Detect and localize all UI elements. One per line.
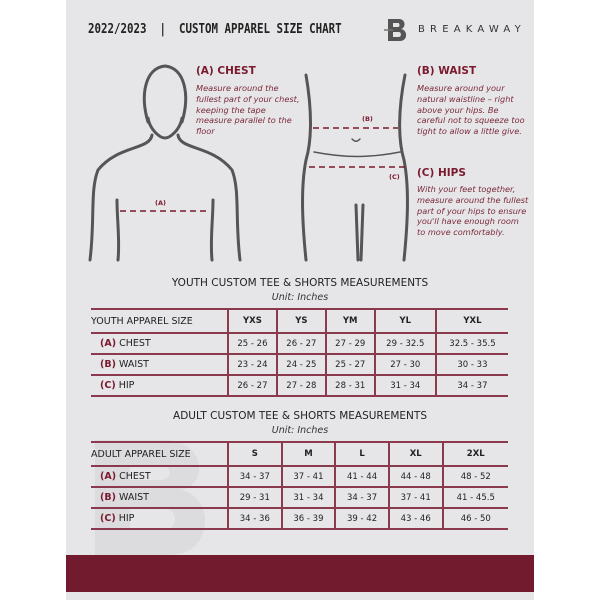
row-name: WAIST	[118, 492, 149, 503]
header-cell: M	[280, 441, 336, 467]
header-cell: YM	[324, 308, 375, 334]
row-label: (C) HIP	[91, 508, 228, 530]
row-name: CHEST	[119, 471, 151, 482]
waist-description: Measure around your natural waistline – …	[417, 83, 525, 137]
row-key: (A)	[100, 338, 117, 349]
row-name: HIP	[118, 513, 135, 524]
cell: 25 - 26	[227, 333, 277, 355]
cell: 37 - 41	[387, 487, 443, 509]
row-name: WAIST	[118, 359, 149, 370]
cell: 34 - 36	[227, 508, 282, 530]
cell: 36 - 39	[280, 508, 336, 530]
table-row: (C) HIP 34 - 36 36 - 39 39 - 42 43 - 46 46 - …	[91, 508, 508, 530]
row-label: (A) CHEST	[91, 466, 228, 488]
waist-heading: (B) WAIST	[417, 65, 477, 77]
row-key: (C)	[100, 380, 116, 391]
header-cell: YXS	[227, 308, 277, 334]
header-cell: 2XL	[441, 441, 508, 467]
hips-marker: (C)	[389, 173, 400, 181]
brand-name: BREAKAWAY	[418, 24, 526, 35]
adult-size-table: ADULT APPAREL SIZE S M L XL 2XL (A) CHEST 34 -…	[91, 441, 508, 530]
table-row: (B) WAIST 29 - 31 31 - 34 34 - 37 37 - 41 41 …	[91, 487, 508, 509]
hips-description: With your feet together, measure around …	[417, 184, 529, 238]
table-header-row: YOUTH APPAREL SIZE YXS YS YM YL YXL	[91, 308, 508, 334]
youth-size-table: YOUTH APPAREL SIZE YXS YS YM YL YXL (A) CHEST…	[91, 308, 508, 397]
row-key: (A)	[100, 471, 117, 482]
hips-heading: (C) HIPS	[417, 167, 466, 179]
upper-body-outline	[88, 64, 242, 262]
table-header-row: ADULT APPAREL SIZE S M L XL 2XL	[91, 441, 508, 467]
header-cell: L	[334, 441, 389, 467]
page-title: 2022/2023 | CUSTOM APPAREL SIZE CHART	[88, 21, 342, 37]
cell: 34 - 37	[227, 466, 282, 488]
cell: 27 - 29	[324, 333, 375, 355]
cell: 39 - 42	[334, 508, 389, 530]
body-figures	[88, 64, 409, 262]
youth-unit: Unit: Inches	[271, 292, 329, 303]
cell: 43 - 46	[387, 508, 443, 530]
row-label: (C) HIP	[91, 375, 228, 397]
lower-body-outline	[301, 73, 409, 262]
cell: 30 - 33	[434, 354, 508, 376]
cell: 24 - 25	[275, 354, 326, 376]
cell: 32.5 - 35.5	[434, 333, 508, 355]
table-row: (A) CHEST 34 - 37 37 - 41 41 - 44 44 - 48 48 …	[91, 466, 508, 488]
cell: 46 - 50	[441, 508, 508, 530]
cell: 41 - 44	[334, 466, 389, 488]
header-cell: YXL	[434, 308, 508, 334]
row-label: (A) CHEST	[91, 333, 228, 355]
table-row: (B) WAIST 23 - 24 24 - 25 25 - 27 27 - 30 30 …	[91, 354, 508, 376]
cell: 26 - 27	[227, 375, 277, 397]
table-row: (C) HIP 26 - 27 27 - 28 28 - 31 31 - 34 34 - …	[91, 375, 508, 397]
cell: 41 - 45.5	[441, 487, 508, 509]
row-key: (B)	[100, 359, 116, 370]
brand-logo-icon	[384, 19, 407, 41]
row-label: (B) WAIST	[91, 354, 228, 376]
chest-description: Measure around the fullest part of your …	[196, 83, 300, 137]
row-label: (B) WAIST	[91, 487, 228, 509]
cell: 34 - 37	[334, 487, 389, 509]
header-cell: YS	[275, 308, 326, 334]
cell: 27 - 28	[275, 375, 326, 397]
waist-marker: (B)	[362, 115, 373, 123]
row-name: CHEST	[119, 338, 151, 349]
cell: 48 - 52	[441, 466, 508, 488]
row-name: HIP	[118, 380, 135, 391]
cell: 37 - 41	[280, 466, 336, 488]
cell: 23 - 24	[227, 354, 277, 376]
cell: 29 - 32.5	[373, 333, 436, 355]
header-cell: YOUTH APPAREL SIZE	[91, 308, 228, 334]
header-cell: XL	[387, 441, 443, 467]
cell: 31 - 34	[373, 375, 436, 397]
cell: 27 - 30	[373, 354, 436, 376]
chest-heading: (A) CHEST	[196, 65, 256, 77]
measure-lines	[120, 127, 405, 212]
row-key: (B)	[100, 492, 116, 503]
cell: 25 - 27	[324, 354, 375, 376]
adult-unit: Unit: Inches	[271, 425, 329, 436]
cell: 44 - 48	[387, 466, 443, 488]
table-row: (A) CHEST 25 - 26 26 - 27 27 - 29 29 - 32.5 3…	[91, 333, 508, 355]
header-cell: ADULT APPAREL SIZE	[91, 441, 228, 467]
adult-table-title: ADULT CUSTOM TEE & SHORTS MEASUREMENTS	[173, 410, 427, 422]
cell: 29 - 31	[227, 487, 282, 509]
cell: 31 - 34	[280, 487, 336, 509]
header-cell: S	[227, 441, 282, 467]
footer-band	[66, 555, 534, 592]
header-cell: YL	[373, 308, 436, 334]
cell: 28 - 31	[324, 375, 375, 397]
row-key: (C)	[100, 513, 116, 524]
youth-table-title: YOUTH CUSTOM TEE & SHORTS MEASUREMENTS	[171, 277, 429, 289]
cell: 26 - 27	[275, 333, 326, 355]
cell: 34 - 37	[434, 375, 508, 397]
chest-marker: (A)	[155, 199, 166, 207]
